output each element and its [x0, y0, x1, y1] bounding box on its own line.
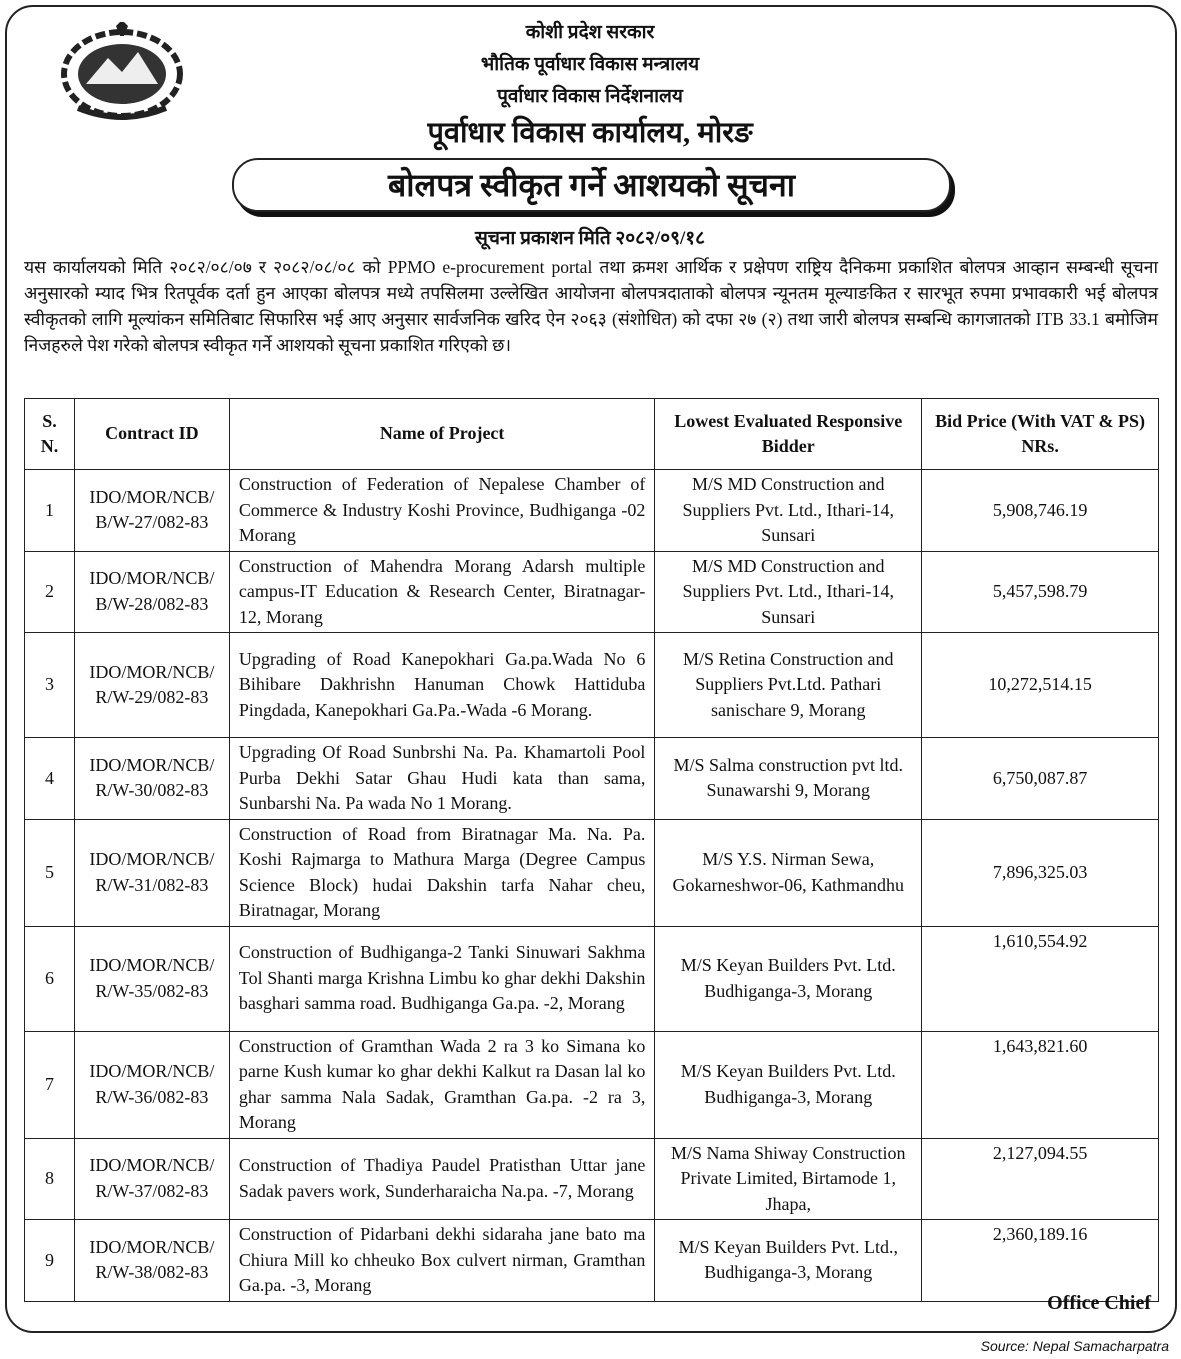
row-sn: 8 — [24, 1137, 75, 1220]
row-sn: 5 — [24, 818, 75, 927]
row-price: 5,908,746.19 — [921, 469, 1159, 552]
row-price: 6,750,087.87 — [921, 737, 1159, 820]
row-bidder: M/S MD Construction and Suppliers Pvt. L… — [654, 550, 923, 633]
row-price: 2,360,189.16 — [921, 1219, 1159, 1302]
row-contract-id: IDO/MOR/NCB/R/W-36/082-83 — [73, 1030, 230, 1139]
notice-body: यस कार्यालयको मिति २०८२/०८/०७ र २०८२/०८/… — [24, 257, 1158, 355]
nepal-emblem-icon — [61, 22, 183, 120]
table-row: 1 IDO/MOR/NCB/B/W-27/082-83 Construction o… — [24, 469, 1159, 552]
row-project: Construction of Federation of Nepalese C… — [228, 469, 656, 552]
table-header: S. N. Contract ID Name of Project Lowest… — [24, 398, 1159, 470]
row-sn: 4 — [24, 737, 75, 820]
government-name: कोशी प्रदेश सरकार — [525, 22, 655, 43]
table-row: 9 IDO/MOR/NCB/R/W-38/082-83 Construction o… — [24, 1219, 1159, 1302]
row-sn: 3 — [24, 632, 75, 738]
row-project: Construction of Budhiganga-2 Tanki Sinuw… — [228, 925, 656, 1032]
row-price: 5,457,598.79 — [921, 550, 1159, 633]
row-project: Construction of Road from Biratnagar Ma.… — [228, 818, 656, 927]
publish-date: सूचना प्रकाशन मिति २०८२/०९/१८ — [474, 228, 706, 249]
row-bidder: M/S Y.S. Nirman Sewa, Gokarneshwor-06, K… — [654, 818, 923, 927]
row-sn: 6 — [24, 925, 75, 1032]
notice-frame — [5, 5, 1177, 1333]
notice-title: बोलपत्र स्वीकृत गर्ने आशयको सूचना — [232, 158, 951, 212]
ministry-name: भौतिक पूर्वाधार विकास मन्त्रालय — [480, 54, 700, 75]
col-price: Bid Price (With VAT & PS) NRs. — [921, 398, 1159, 470]
row-sn: 1 — [24, 469, 75, 552]
table-row: 3 IDO/MOR/NCB/R/W-29/082-83 Upgrading of R… — [24, 632, 1159, 738]
row-bidder: M/S Keyan Builders Pvt. Ltd., Budhiganga… — [654, 1219, 923, 1302]
row-bidder: M/S Keyan Builders Pvt. Ltd. Budhiganga-… — [654, 1030, 923, 1139]
row-price: 1,610,554.92 — [921, 925, 1159, 1032]
row-project: Construction of Pidarbani dekhi sidaraha… — [228, 1219, 656, 1302]
row-contract-id: IDO/MOR/NCB/R/W-37/082-83 — [73, 1137, 230, 1220]
col-bidder: Lowest Evaluated Responsive Bidder — [654, 398, 923, 470]
row-project: Construction of Thadiya Paudel Pratistha… — [228, 1137, 656, 1220]
table-row: 4 IDO/MOR/NCB/R/W-30/082-83 Upgrading Of R… — [24, 737, 1159, 820]
col-project: Name of Project — [228, 398, 656, 470]
directorate-name: पूर्वाधार विकास निर्देशनालय — [497, 86, 683, 107]
row-bidder: M/S MD Construction and Suppliers Pvt. L… — [654, 469, 923, 552]
row-bidder: M/S Retina Construction and Suppliers Pv… — [654, 632, 923, 738]
row-contract-id: IDO/MOR/NCB/B/W-27/082-83 — [73, 469, 230, 552]
row-contract-id: IDO/MOR/NCB/R/W-38/082-83 — [73, 1219, 230, 1302]
signature: Office Chief — [1047, 1292, 1151, 1314]
row-contract-id: IDO/MOR/NCB/R/W-29/082-83 — [73, 632, 230, 738]
row-project: Upgrading Of Road Sunbrshi Na. Pa. Khama… — [228, 737, 656, 820]
row-contract-id: IDO/MOR/NCB/R/W-35/082-83 — [73, 925, 230, 1032]
source-credit: Source: Nepal Samacharpatra — [980, 1338, 1169, 1354]
row-sn: 2 — [24, 550, 75, 633]
row-price: 10,272,514.15 — [921, 632, 1159, 738]
row-sn: 9 — [24, 1219, 75, 1302]
row-contract-id: IDO/MOR/NCB/B/W-28/082-83 — [73, 550, 230, 633]
table-row: 5 IDO/MOR/NCB/R/W-31/082-83 Construction o… — [24, 818, 1159, 927]
row-bidder: M/S Keyan Builders Pvt. Ltd. Budhiganga-… — [654, 925, 923, 1032]
row-project: Upgrading of Road Kanepokhari Ga.pa.Wada… — [228, 632, 656, 738]
row-price: 1,643,821.60 — [921, 1030, 1159, 1139]
col-sn: S. N. — [24, 398, 75, 470]
table-row: 2 IDO/MOR/NCB/B/W-28/082-83 Construction o… — [24, 550, 1159, 633]
row-sn: 7 — [24, 1030, 75, 1139]
row-project: Construction of Mahendra Morang Adarsh m… — [228, 550, 656, 633]
row-project: Construction of Gramthan Wada 2 ra 3 ko … — [228, 1030, 656, 1139]
table-row: 6 IDO/MOR/NCB/R/W-35/082-83 Construction o… — [24, 925, 1159, 1032]
row-contract-id: IDO/MOR/NCB/R/W-30/082-83 — [73, 737, 230, 820]
office-name: पूर्वाधार विकास कार्यालय, मोरङ — [427, 117, 753, 149]
row-price: 2,127,094.55 — [921, 1137, 1159, 1220]
row-price: 7,896,325.03 — [921, 818, 1159, 927]
row-contract-id: IDO/MOR/NCB/R/W-31/082-83 — [73, 818, 230, 927]
row-bidder: M/S Nama Shiway Construction Private Lim… — [654, 1137, 923, 1220]
bid-table: S. N. Contract ID Name of Project Lowest… — [24, 398, 1159, 1302]
table-row: 7 IDO/MOR/NCB/R/W-36/082-83 Construction o… — [24, 1030, 1159, 1139]
table-row: 8 IDO/MOR/NCB/R/W-37/082-83 Construction o… — [24, 1137, 1159, 1220]
col-contract-id: Contract ID — [73, 398, 230, 470]
row-bidder: M/S Salma construction pvt ltd. Sunawars… — [654, 737, 923, 820]
